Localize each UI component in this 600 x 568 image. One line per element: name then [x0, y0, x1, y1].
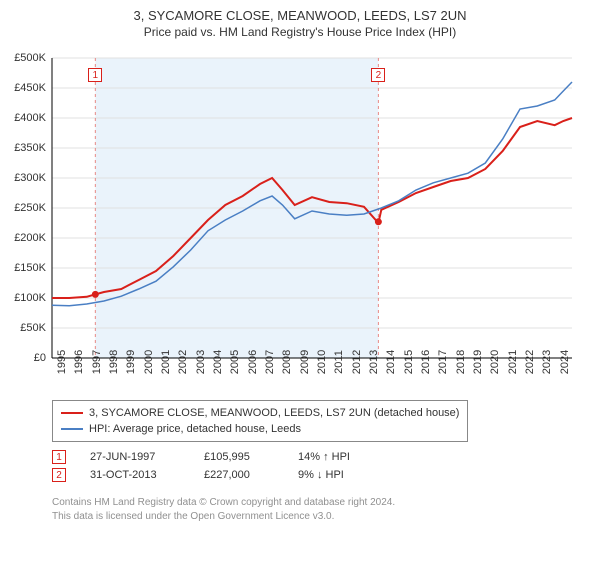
sale-price: £227,000: [204, 469, 274, 481]
x-axis-label: 2012: [351, 350, 363, 374]
y-axis-label: £0: [0, 352, 46, 364]
x-axis-label: 1995: [56, 350, 68, 374]
y-axis-label: £150K: [0, 262, 46, 274]
x-axis-label: 2001: [160, 350, 172, 374]
y-axis-label: £50K: [0, 322, 46, 334]
legend-item: HPI: Average price, detached house, Leed…: [61, 421, 459, 437]
sale-marker: 2: [371, 68, 385, 82]
legend-label: HPI: Average price, detached house, Leed…: [89, 423, 301, 435]
x-axis-label: 2004: [212, 350, 224, 374]
credits-line: Contains HM Land Registry data © Crown c…: [52, 496, 395, 510]
legend-item: 3, SYCAMORE CLOSE, MEANWOOD, LEEDS, LS7 …: [61, 405, 459, 421]
x-axis-label: 2018: [455, 350, 467, 374]
x-axis-label: 2020: [489, 350, 501, 374]
y-axis-label: £450K: [0, 82, 46, 94]
y-axis-label: £350K: [0, 142, 46, 154]
x-axis-label: 2007: [264, 350, 276, 374]
y-axis-label: £100K: [0, 292, 46, 304]
x-axis-label: 2021: [507, 350, 519, 374]
x-axis-label: 1998: [108, 350, 120, 374]
credits: Contains HM Land Registry data © Crown c…: [52, 496, 395, 523]
x-axis-label: 2019: [472, 350, 484, 374]
x-axis-label: 2003: [195, 350, 207, 374]
y-axis-label: £300K: [0, 172, 46, 184]
credits-line: This data is licensed under the Open Gov…: [52, 510, 395, 524]
sale-diff: 9% ↓ HPI: [298, 469, 378, 481]
x-axis-label: 2023: [541, 350, 553, 374]
legend: 3, SYCAMORE CLOSE, MEANWOOD, LEEDS, LS7 …: [52, 400, 468, 442]
legend-swatch: [61, 428, 83, 430]
x-axis-label: 2015: [403, 350, 415, 374]
x-axis-label: 2006: [247, 350, 259, 374]
x-axis-label: 2017: [437, 350, 449, 374]
x-axis-label: 2008: [281, 350, 293, 374]
x-axis-label: 1996: [73, 350, 85, 374]
x-axis-label: 2022: [524, 350, 536, 374]
sale-date: 31-OCT-2013: [90, 469, 180, 481]
y-axis-label: £400K: [0, 112, 46, 124]
sale-row: 2 31-OCT-2013 £227,000 9% ↓ HPI: [52, 466, 378, 484]
y-axis-label: £250K: [0, 202, 46, 214]
sale-price: £105,995: [204, 451, 274, 463]
x-axis-label: 2009: [299, 350, 311, 374]
x-axis-label: 2014: [385, 350, 397, 374]
sale-marker: 1: [88, 68, 102, 82]
sale-marker: 1: [52, 450, 66, 464]
y-axis-label: £200K: [0, 232, 46, 244]
x-axis-label: 2000: [143, 350, 155, 374]
x-axis-label: 2016: [420, 350, 432, 374]
x-axis-label: 1999: [125, 350, 137, 374]
sale-diff: 14% ↑ HPI: [298, 451, 378, 463]
y-axis-label: £500K: [0, 52, 46, 64]
sales-table: 1 27-JUN-1997 £105,995 14% ↑ HPI 2 31-OC…: [52, 448, 378, 484]
legend-swatch: [61, 412, 83, 414]
x-axis-label: 1997: [91, 350, 103, 374]
sale-date: 27-JUN-1997: [90, 451, 180, 463]
x-axis-label: 2011: [333, 350, 345, 374]
x-axis-label: 2005: [229, 350, 241, 374]
x-axis-label: 2013: [368, 350, 380, 374]
sale-row: 1 27-JUN-1997 £105,995 14% ↑ HPI: [52, 448, 378, 466]
legend-label: 3, SYCAMORE CLOSE, MEANWOOD, LEEDS, LS7 …: [89, 407, 459, 419]
x-axis-label: 2010: [316, 350, 328, 374]
sale-marker: 2: [52, 468, 66, 482]
price-chart: £0 £50K £100K £150K £200K £250K £300K £350K £400…: [0, 8, 600, 408]
x-axis-label: 2002: [177, 350, 189, 374]
x-axis-label: 2024: [559, 350, 571, 374]
